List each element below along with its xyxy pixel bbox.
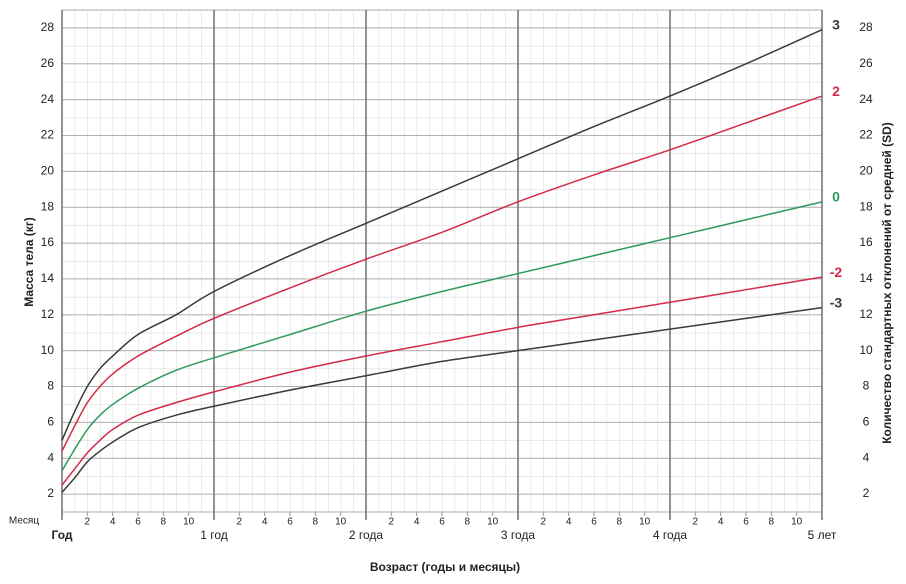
sd-curve [61, 201, 823, 472]
series-label: 3 [832, 16, 840, 32]
sd-curve [61, 95, 823, 452]
y-tick-label: 24 [41, 92, 55, 106]
x-tick-label: 2 [541, 517, 547, 528]
year-label: 3 года [501, 528, 536, 542]
y-tick-label: 14 [41, 271, 55, 285]
y-tick-label: 26 [41, 56, 55, 70]
y-tick-label: 12 [41, 307, 55, 321]
y2-tick-label: 6 [863, 415, 870, 429]
y2-tick-label: 18 [859, 199, 873, 213]
y2-tick-label: 8 [863, 379, 870, 393]
x-tick-label: 10 [183, 517, 195, 528]
y2-tick-label: 16 [859, 235, 873, 249]
y-tick-label: 2 [47, 486, 54, 500]
y2-tick-label: 28 [859, 20, 873, 34]
y-tick-label: 18 [41, 199, 55, 213]
y2-tick-label: 2 [863, 486, 870, 500]
y-tick-label: 4 [47, 450, 54, 464]
x-tick-label: 10 [487, 517, 499, 528]
x-tick-label: 6 [287, 517, 293, 528]
series-label: -3 [830, 294, 843, 310]
x-tick-label: 10 [639, 517, 651, 528]
y2-tick-label: 26 [859, 56, 873, 70]
y-tick-label: 6 [47, 415, 54, 429]
series-label: -2 [830, 264, 843, 280]
year-label: 1 год [200, 528, 228, 542]
series-label: 0 [832, 189, 840, 205]
y-tick-label: 8 [47, 379, 54, 393]
x-tick-label: 4 [262, 517, 268, 528]
y-tick-label: 28 [41, 20, 55, 34]
x-tick-label: 8 [465, 517, 471, 528]
sd-curve [61, 29, 823, 441]
series-label: 2 [832, 83, 840, 99]
x-tick-label: 10 [791, 517, 803, 528]
y2-axis-title: Количество стандартных отклонений от сре… [880, 122, 894, 444]
x-tick-label: 2 [85, 517, 91, 528]
y2-tick-label: 24 [859, 92, 873, 106]
x-tick-label: 10 [335, 517, 347, 528]
x-tick-label: 8 [769, 517, 775, 528]
x-tick-label: 2 [237, 517, 243, 528]
x-tick-label: 4 [110, 517, 116, 528]
x-tick-label: 4 [566, 517, 572, 528]
y-axis-title: Масса тела (кг) [22, 217, 36, 307]
y-tick-label: 20 [41, 164, 55, 178]
y2-tick-label: 14 [859, 271, 873, 285]
year-label: 2 года [349, 528, 384, 542]
y2-tick-label: 10 [859, 343, 873, 357]
x-tick-label: 8 [161, 517, 167, 528]
x-tick-label: 2 [693, 517, 699, 528]
minor-grid [61, 9, 823, 513]
sd-curve [61, 306, 823, 493]
y2-tick-label: 4 [863, 450, 870, 464]
y2-tick-label: 20 [859, 164, 873, 178]
x-tick-label: 6 [591, 517, 597, 528]
x-tick-label: 6 [439, 517, 445, 528]
x-tick-label: 4 [414, 517, 420, 528]
x-tick-label: 8 [617, 517, 623, 528]
y2-tick-label: 12 [859, 307, 873, 321]
y-tick-label: 10 [41, 343, 55, 357]
x-tick-label: 8 [313, 517, 319, 528]
x-tick-label: 2 [389, 517, 395, 528]
y-tick-label: 16 [41, 235, 55, 249]
x-tick-label: 6 [743, 517, 749, 528]
x-tick-label: 4 [718, 517, 724, 528]
y-tick-label: 22 [41, 128, 55, 142]
sd-curve [61, 276, 823, 486]
year-label: 4 года [653, 528, 688, 542]
y2-tick-label: 22 [859, 128, 873, 142]
x-tick-label: 6 [135, 517, 141, 528]
x-row-label: Месяц [9, 516, 39, 527]
year-label: Год [52, 528, 73, 542]
year-label: 5 лет [808, 528, 837, 542]
x-axis-title: Возраст (годы и месяцы) [370, 560, 520, 574]
